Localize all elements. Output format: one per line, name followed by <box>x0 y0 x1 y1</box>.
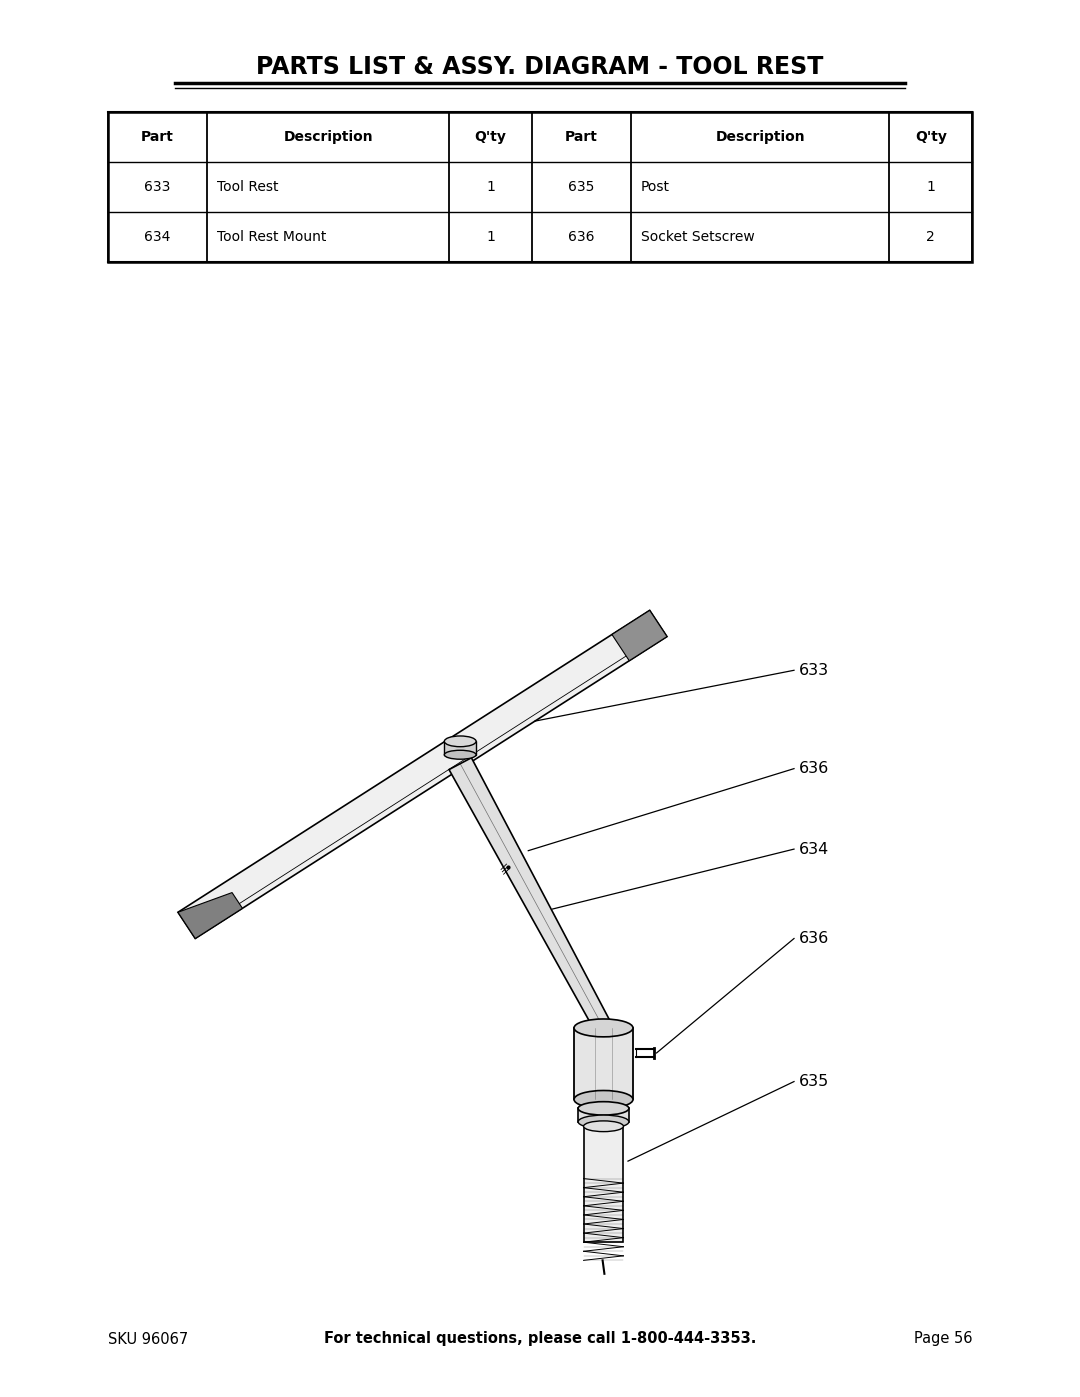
Text: Q'ty: Q'ty <box>915 130 947 144</box>
Text: 1: 1 <box>486 180 495 194</box>
Text: 636: 636 <box>798 930 828 946</box>
Text: PARTS LIST & ASSY. DIAGRAM - TOOL REST: PARTS LIST & ASSY. DIAGRAM - TOOL REST <box>256 54 824 80</box>
Text: 634: 634 <box>145 231 171 244</box>
Text: 635: 635 <box>568 180 594 194</box>
Text: Tool Rest: Tool Rest <box>217 180 279 194</box>
Polygon shape <box>449 757 611 1032</box>
Text: 2: 2 <box>927 231 935 244</box>
Bar <box>444 742 476 754</box>
Text: Description: Description <box>283 130 373 144</box>
Ellipse shape <box>583 1120 623 1132</box>
Polygon shape <box>612 610 667 661</box>
Text: SKU 96067: SKU 96067 <box>108 1331 188 1347</box>
Polygon shape <box>178 893 242 939</box>
Text: Post: Post <box>640 180 670 194</box>
Ellipse shape <box>573 1018 633 1037</box>
Text: Tool Rest Mount: Tool Rest Mount <box>217 231 326 244</box>
Text: 636: 636 <box>568 231 594 244</box>
Text: Q'ty: Q'ty <box>474 130 507 144</box>
Text: For technical questions, please call 1-800-444-3353.: For technical questions, please call 1-8… <box>324 1331 756 1347</box>
Text: 635: 635 <box>798 1074 828 1090</box>
Text: 636: 636 <box>798 761 828 777</box>
Ellipse shape <box>444 736 476 747</box>
Bar <box>583 1126 623 1242</box>
Text: Description: Description <box>715 130 805 144</box>
Polygon shape <box>178 610 667 939</box>
Bar <box>108 112 972 263</box>
Text: 1: 1 <box>486 231 495 244</box>
Text: Socket Setscrew: Socket Setscrew <box>640 231 755 244</box>
Text: 634: 634 <box>798 841 828 856</box>
Ellipse shape <box>444 750 476 759</box>
Ellipse shape <box>573 1091 633 1108</box>
Text: Page 56: Page 56 <box>914 1331 972 1347</box>
Text: Part: Part <box>565 130 597 144</box>
Text: 633: 633 <box>798 662 828 678</box>
Ellipse shape <box>578 1102 629 1115</box>
Text: 633: 633 <box>145 180 171 194</box>
Bar <box>578 1108 629 1122</box>
Text: Part: Part <box>141 130 174 144</box>
Text: 1: 1 <box>927 180 935 194</box>
Bar <box>575 1028 633 1099</box>
Ellipse shape <box>578 1115 629 1129</box>
Bar <box>580 1108 627 1130</box>
